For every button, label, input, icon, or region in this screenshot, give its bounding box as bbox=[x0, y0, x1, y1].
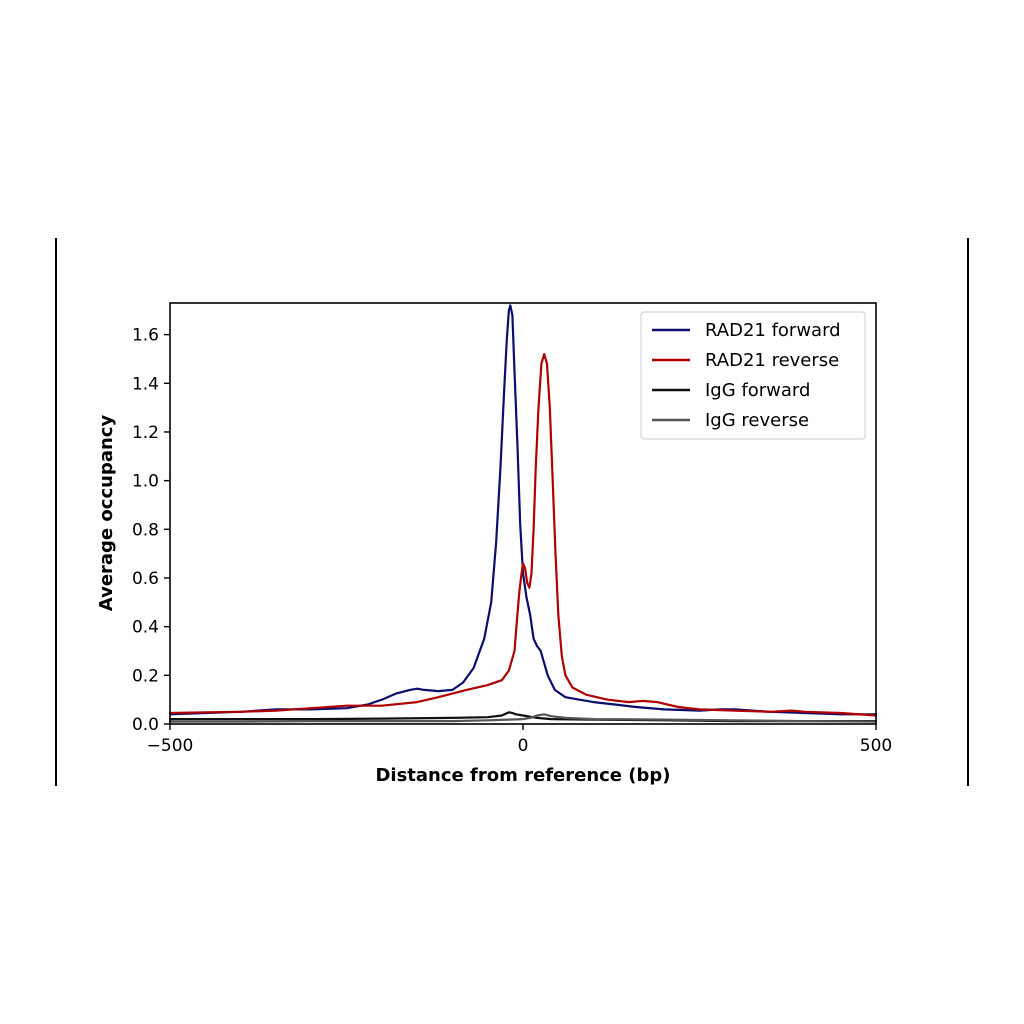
y-tick-label: 0.6 bbox=[132, 569, 159, 589]
y-tick-label: 1.6 bbox=[132, 326, 159, 346]
y-axis-ticks: 0.0 0.2 0.4 0.6 0.8 1.0 1.2 1.4 1.6 bbox=[132, 326, 170, 735]
legend-label-1: RAD21 reverse bbox=[705, 350, 839, 371]
y-tick-label: 1.4 bbox=[132, 374, 159, 394]
x-tick-label: −500 bbox=[147, 736, 194, 756]
y-tick-label: 0.0 bbox=[132, 715, 159, 735]
left-frame-line bbox=[55, 238, 57, 786]
legend-label-3: IgG reverse bbox=[705, 410, 809, 431]
x-tick-label: 500 bbox=[860, 736, 892, 756]
series-line-1 bbox=[168, 353, 878, 717]
x-tick-label: 0 bbox=[518, 736, 529, 756]
legend-label-0: RAD21 forward bbox=[705, 320, 841, 341]
plot-lines bbox=[168, 304, 878, 723]
legend-box bbox=[640, 311, 866, 440]
y-tick-label: 0.2 bbox=[132, 666, 159, 686]
y-axis-label: Average occupancy bbox=[96, 415, 117, 612]
y-tick-label: 1.2 bbox=[132, 423, 159, 443]
series-line-0 bbox=[168, 304, 878, 716]
legend: RAD21 forward RAD21 reverse IgG forward IgG… bbox=[640, 311, 866, 440]
x-axis-label: Distance from reference (bp) bbox=[375, 765, 670, 786]
legend-label-2: IgG forward bbox=[705, 380, 810, 401]
right-frame-line bbox=[967, 238, 969, 786]
x-axis-ticks: −500 0 500 bbox=[147, 724, 892, 756]
y-tick-label: 1.0 bbox=[132, 472, 159, 492]
y-tick-label: 0.4 bbox=[132, 618, 159, 638]
y-tick-label: 0.8 bbox=[132, 520, 159, 540]
series-line-3 bbox=[168, 713, 878, 723]
